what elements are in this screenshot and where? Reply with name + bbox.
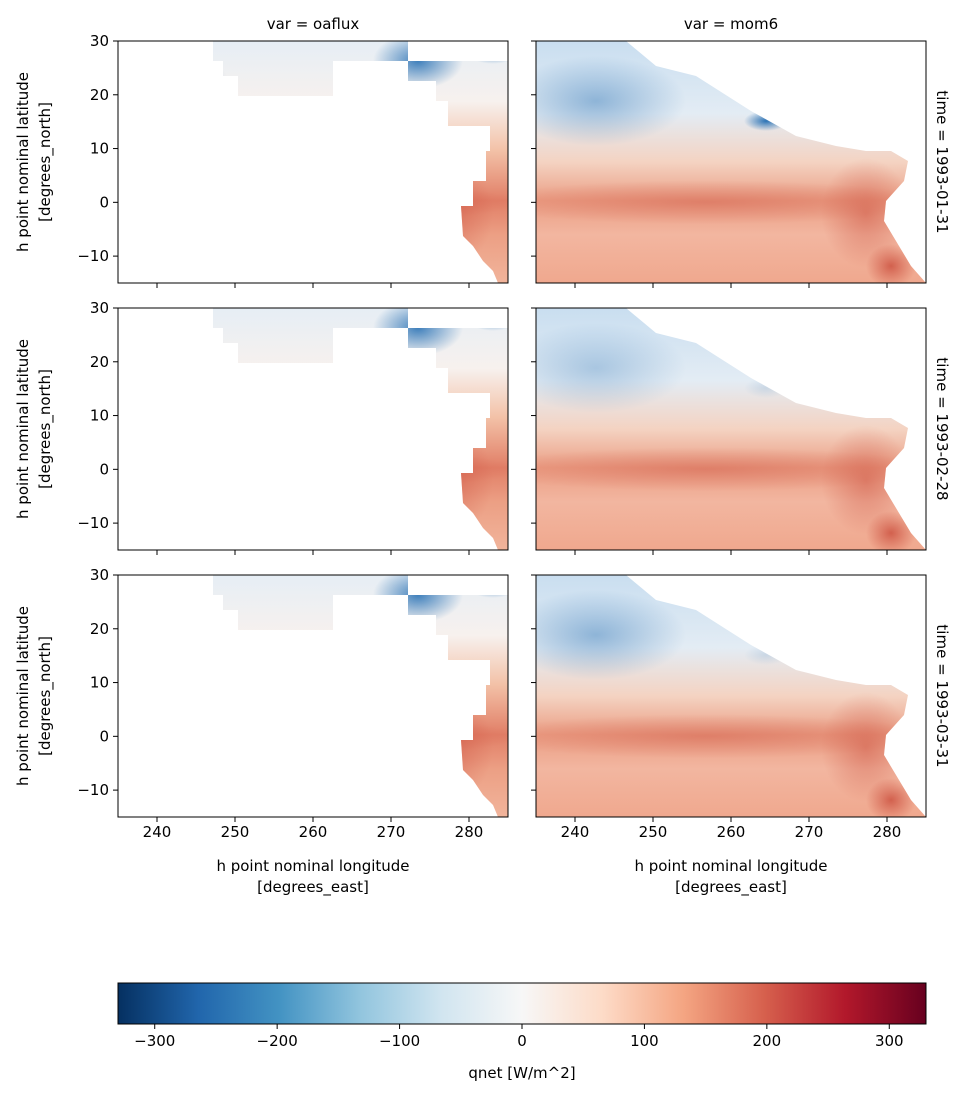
x-tick-label: 270 xyxy=(795,823,824,841)
y-tick-label: 20 xyxy=(90,86,109,104)
y-tick-label: 30 xyxy=(90,299,109,317)
col-title-1: var = oaflux xyxy=(267,15,360,33)
eastern-warm-patch xyxy=(403,425,493,536)
y-tick-label: −10 xyxy=(77,247,109,265)
y-tick-label: 30 xyxy=(90,566,109,584)
y-tick-label: 10 xyxy=(90,407,109,425)
heatmap-field xyxy=(118,308,508,550)
row-title-1: time = 1993-01-31 xyxy=(933,90,951,233)
panel-r3-c1: 240 250 260 270 280 −10 0 10 20 30 xyxy=(77,566,509,841)
y-axis-label-line-1: h point nominal latitude xyxy=(14,606,32,786)
y-axis-label-line-2: [degrees_north] xyxy=(36,369,55,489)
coastal-warm-patch xyxy=(866,778,916,817)
x-tick-label: 250 xyxy=(221,823,250,841)
y-tick-label: 0 xyxy=(99,727,109,745)
equatorial-band xyxy=(118,447,508,492)
eastern-warm-patch xyxy=(403,692,493,803)
y-axis-label-line-2: [degrees_north] xyxy=(36,636,55,756)
panel-r3-c2: 240 250 260 270 280 xyxy=(531,574,927,841)
subtropical-cool-patch xyxy=(536,323,686,413)
y-tick-label: 0 xyxy=(99,460,109,478)
heatmap-field xyxy=(536,308,926,550)
colorbar-scale xyxy=(117,982,927,1025)
y-axis-label-line-1: h point nominal latitude xyxy=(14,72,32,252)
colorbar-tick-label: 100 xyxy=(630,1032,659,1050)
eastern-warm-patch xyxy=(821,425,911,536)
subtropical-cool-patch xyxy=(536,590,686,680)
heatmap-field xyxy=(536,41,926,283)
eastern-warm-patch xyxy=(403,158,493,269)
y-tick-label: 30 xyxy=(90,32,109,50)
x-tick-label: 280 xyxy=(455,823,484,841)
colorbar-tick-label: −200 xyxy=(257,1032,298,1050)
colorbar-tick-label: 0 xyxy=(517,1032,527,1050)
corner-cool-patch xyxy=(463,41,508,64)
eddy-cool-patch xyxy=(744,111,788,131)
y-tick-label: 10 xyxy=(90,674,109,692)
eddy-cool-patch xyxy=(744,378,788,398)
heatmap-field xyxy=(536,575,926,817)
coastal-warm-patch xyxy=(866,244,916,283)
equatorial-band xyxy=(118,714,508,759)
equatorial-band xyxy=(536,180,926,225)
x-tick-label: 280 xyxy=(873,823,902,841)
x-tick-label: 260 xyxy=(717,823,746,841)
western-cool-patch xyxy=(118,318,228,378)
colorbar-tick-label: 200 xyxy=(753,1032,782,1050)
panel-r2-c1: −10 0 10 20 30 xyxy=(77,299,509,555)
row-title-2: time = 1993-02-28 xyxy=(933,357,951,500)
y-axis-label-line-1: h point nominal latitude xyxy=(14,339,32,519)
colorbar-tick-label: −100 xyxy=(379,1032,420,1050)
x-tick-label: 270 xyxy=(377,823,406,841)
coastal-warm-patch xyxy=(866,511,916,550)
corner-cool-patch xyxy=(463,575,508,598)
row-title-3: time = 1993-03-31 xyxy=(933,624,951,767)
x-tick-label: 240 xyxy=(143,823,172,841)
corner-cool-patch xyxy=(463,308,508,331)
x-tick-label: 240 xyxy=(561,823,590,841)
y-tick-label: −10 xyxy=(77,781,109,799)
western-cool-patch xyxy=(118,51,228,111)
y-axis-label-line-2: [degrees_north] xyxy=(36,102,55,222)
heatmap-field xyxy=(118,575,508,817)
equatorial-band xyxy=(536,714,926,759)
y-tick-label: 20 xyxy=(90,620,109,638)
eddy-cool-patch xyxy=(744,645,788,665)
heatmap-field xyxy=(118,41,508,283)
col-title-2: var = mom6 xyxy=(684,15,778,33)
equatorial-band xyxy=(118,180,508,225)
x-tick-label: 260 xyxy=(299,823,328,841)
colorbar-tick-label: 300 xyxy=(875,1032,904,1050)
colorbar-tick-label: −300 xyxy=(134,1032,175,1050)
x-axis-label-line-2: [degrees_east] xyxy=(257,878,369,897)
eastern-warm-patch xyxy=(821,692,911,803)
x-axis-label-line-2: [degrees_east] xyxy=(675,878,787,897)
y-tick-label: 20 xyxy=(90,353,109,371)
equatorial-band xyxy=(536,447,926,492)
subtropical-cool-patch xyxy=(536,56,686,146)
y-tick-label: −10 xyxy=(77,514,109,532)
x-tick-label: 250 xyxy=(639,823,668,841)
western-cool-patch xyxy=(118,585,228,645)
x-axis-label-line-1: h point nominal longitude xyxy=(634,857,827,875)
colorbar-label: qnet [W/m^2] xyxy=(468,1064,575,1082)
x-axis-label-line-1: h point nominal longitude xyxy=(216,857,409,875)
panel-r1-c1: −10 0 10 20 30 xyxy=(77,32,509,288)
panel-r2-c2 xyxy=(531,307,927,555)
eastern-warm-patch xyxy=(821,158,911,269)
panel-r1-c2 xyxy=(531,40,927,288)
y-tick-label: 0 xyxy=(99,193,109,211)
y-tick-label: 10 xyxy=(90,140,109,158)
